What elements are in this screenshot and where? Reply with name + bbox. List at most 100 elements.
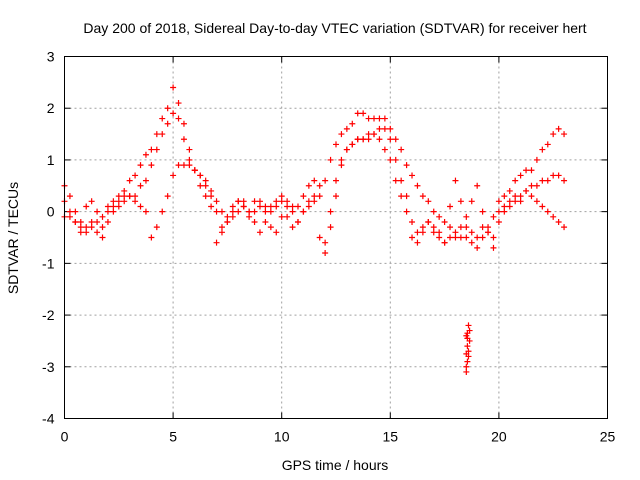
data-point [506, 198, 513, 205]
data-point [311, 177, 318, 184]
data-point [262, 203, 269, 210]
data-point [322, 239, 329, 246]
data-point [365, 131, 372, 138]
data-point [381, 125, 388, 132]
data-point [278, 213, 285, 220]
data-point [175, 162, 182, 169]
data-point [465, 322, 472, 329]
data-point [278, 193, 285, 200]
x-tick-label: 5 [169, 429, 177, 445]
data-point [170, 172, 177, 179]
data-point [256, 203, 263, 210]
y-axis-label: SDTVAR / TECUs [5, 182, 21, 294]
data-point [474, 244, 481, 251]
data-point [430, 224, 437, 231]
data-point [387, 125, 394, 132]
data-point [88, 218, 95, 225]
data-point [153, 131, 160, 138]
data-point [316, 182, 323, 189]
y-tick-label: 0 [47, 204, 55, 220]
data-point [289, 224, 296, 231]
data-point [360, 136, 367, 143]
data-point [180, 136, 187, 143]
data-point [322, 250, 329, 257]
data-point [403, 208, 410, 215]
y-tick-label: -4 [42, 411, 55, 427]
data-point [311, 193, 318, 200]
data-point [88, 224, 95, 231]
data-point [186, 146, 193, 153]
data-point [322, 177, 329, 184]
data-point [229, 213, 236, 220]
data-point [457, 198, 464, 205]
data-point [430, 208, 437, 215]
data-point [77, 218, 84, 225]
data-point [561, 177, 568, 184]
data-point [110, 198, 117, 205]
data-point [126, 177, 133, 184]
data-point [197, 172, 204, 179]
data-point [246, 208, 253, 215]
data-point [333, 177, 339, 184]
data-point [447, 203, 454, 210]
data-point [463, 224, 470, 231]
data-point [414, 229, 421, 236]
x-tick-label: 20 [491, 429, 507, 445]
data-point [170, 84, 177, 91]
data-point [338, 131, 345, 138]
series-track-2 [61, 110, 568, 257]
data-point [528, 182, 535, 189]
data-point [218, 224, 225, 231]
data-point [376, 125, 383, 132]
data-point [436, 229, 443, 236]
data-point [273, 229, 280, 236]
data-point [213, 208, 220, 215]
data-point [479, 208, 486, 215]
data-point [419, 224, 426, 231]
data-point [224, 218, 231, 225]
data-point [148, 162, 155, 169]
data-point [512, 177, 519, 184]
data-point [430, 229, 437, 236]
data-point [121, 187, 128, 194]
data-point [284, 213, 291, 220]
data-point [474, 234, 481, 241]
data-point [381, 146, 388, 153]
data-point [229, 208, 236, 215]
data-point [398, 146, 405, 153]
data-point [186, 156, 193, 163]
data-point [110, 203, 117, 210]
data-point [539, 146, 546, 153]
data-point [305, 203, 312, 210]
data-point [148, 146, 155, 153]
data-point [464, 343, 471, 350]
data-point [115, 198, 122, 205]
data-point [208, 193, 215, 200]
data-point [561, 224, 568, 231]
data-point [83, 203, 90, 210]
data-point [218, 208, 225, 215]
data-point [72, 208, 79, 215]
data-point [104, 203, 111, 210]
data-point [490, 213, 497, 220]
chart-title: Day 200 of 2018, Sidereal Day-to-day VTE… [83, 20, 586, 36]
data-point [164, 193, 171, 200]
y-tick-label: -1 [42, 255, 55, 271]
data-point [447, 234, 454, 241]
data-point [289, 203, 296, 210]
series-outlier [463, 322, 473, 375]
data-point [251, 198, 258, 205]
data-point [170, 110, 177, 117]
data-point [425, 218, 432, 225]
y-tick-label: 2 [47, 100, 55, 116]
data-point [137, 182, 144, 189]
data-point [202, 193, 209, 200]
data-point [371, 115, 378, 122]
data-point [447, 224, 454, 231]
data-point [490, 234, 497, 241]
data-point [441, 239, 448, 246]
data-point [83, 229, 90, 236]
x-tick-label: 0 [61, 429, 69, 445]
data-point [381, 115, 388, 122]
data-point [533, 198, 540, 205]
